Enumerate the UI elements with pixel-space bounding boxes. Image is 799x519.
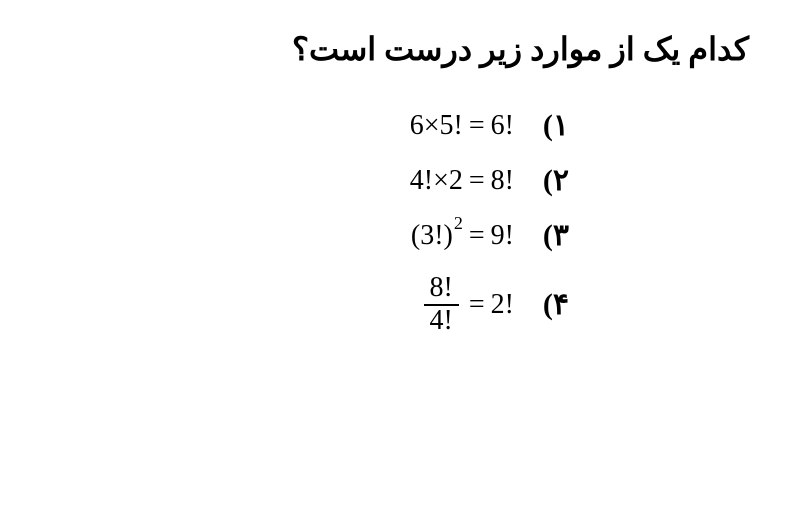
option-math-2: 4!×2 = 8!	[410, 165, 514, 197]
lhs-base: (3!)	[411, 220, 453, 252]
rhs: 2!	[491, 289, 514, 321]
eq: =	[469, 289, 485, 321]
question-title: کدام یک از موارد زیر درست است؟	[50, 30, 749, 68]
lhs: 4!×2	[410, 165, 463, 197]
fraction-numerator: 8!	[424, 273, 459, 306]
lhs-exponent: 2	[454, 213, 463, 234]
rhs: 9!	[491, 220, 514, 252]
rhs: 6!	[491, 110, 514, 142]
eq: =	[469, 220, 485, 252]
rhs: 8!	[491, 165, 514, 197]
option-math-4: 8! 4! = 2!	[420, 273, 514, 337]
options-list: ۱) 6×5! = 6! ۲) 4!×2 = 8! ۳) (3!)2 = 9! …	[50, 108, 749, 337]
eq: =	[469, 110, 485, 142]
option-3: ۳) (3!)2 = 9!	[50, 218, 569, 253]
option-number-4: ۴)	[529, 287, 569, 322]
option-math-3: (3!)2 = 9!	[411, 220, 514, 252]
eq: =	[469, 165, 485, 197]
fraction: 8! 4!	[424, 273, 459, 337]
option-4: ۴) 8! 4! = 2!	[50, 273, 569, 337]
option-math-1: 6×5! = 6!	[410, 110, 514, 142]
lhs: 6×5!	[410, 110, 463, 142]
option-number-1: ۱)	[529, 108, 569, 143]
fraction-denominator: 4!	[424, 306, 459, 337]
option-number-3: ۳)	[529, 218, 569, 253]
option-2: ۲) 4!×2 = 8!	[50, 163, 569, 198]
option-1: ۱) 6×5! = 6!	[50, 108, 569, 143]
option-number-2: ۲)	[529, 163, 569, 198]
